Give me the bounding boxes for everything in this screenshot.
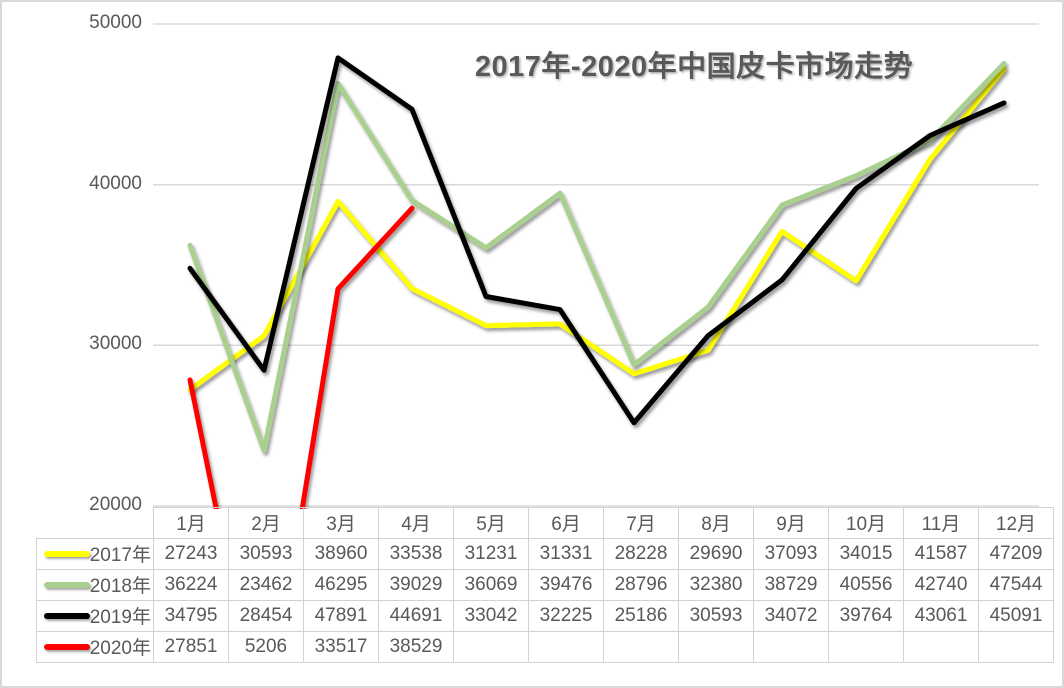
value-cell: 37093: [753, 537, 829, 570]
month-header: 7月: [603, 507, 679, 539]
value-cell: [753, 630, 829, 663]
legend-cell: 2019年: [36, 599, 154, 632]
value-cell: 38729: [753, 568, 829, 601]
y-axis-tick-label: 20000: [89, 494, 142, 515]
month-header: 11月: [903, 507, 979, 539]
series-line-2018年: [187, 61, 1007, 453]
value-cell: 34015: [828, 537, 904, 570]
value-cell: 42740: [903, 568, 979, 601]
month-header: 5月: [453, 507, 529, 539]
value-cell: 34795: [153, 599, 229, 632]
legend-cell: 2020年: [36, 630, 154, 663]
legend-key-icon: [43, 612, 90, 619]
legend-key-icon: [43, 581, 90, 588]
month-header: 3月: [303, 507, 379, 539]
value-cell: 30593: [228, 537, 304, 570]
month-header: 6月: [528, 507, 604, 539]
value-cell: 31231: [453, 537, 529, 570]
data-table: 1月 2月 3月 4月 5月 6月 7月 8月 9月 10月 11月 12月 2017年 27243 305…: [36, 507, 1054, 663]
value-cell: 41587: [903, 537, 979, 570]
value-cell: 46295: [303, 568, 379, 601]
series-line-2017年: [187, 66, 1007, 393]
value-cell: [903, 630, 979, 663]
value-cell: 33517: [303, 630, 379, 663]
chart-title: 2017年-2020年中国皮卡市场走势: [474, 51, 914, 83]
value-cell: 44691: [378, 599, 454, 632]
trend-chart-canvas: [153, 23, 1039, 509]
y-axis-tick-label: 40000: [89, 172, 142, 194]
value-cell: 36069: [453, 568, 529, 601]
value-cell: 5206: [228, 630, 304, 663]
value-cell: [978, 630, 1054, 663]
value-cell: 30593: [678, 599, 754, 632]
value-cell: 38529: [378, 630, 454, 663]
series-name: 2019年: [89, 607, 151, 628]
value-cell: [528, 630, 604, 663]
month-header: 8月: [678, 507, 754, 539]
value-cell: 39476: [528, 568, 604, 601]
value-cell: 27851: [153, 630, 229, 663]
month-header: 12月: [978, 507, 1054, 539]
value-cell: 33042: [453, 599, 529, 632]
value-cell: 43061: [903, 599, 979, 632]
value-cell: 39764: [828, 599, 904, 632]
value-cell: 33538: [378, 537, 454, 570]
series-name: 2020年: [89, 638, 151, 659]
value-cell: [678, 630, 754, 663]
value-cell: 27243: [153, 537, 229, 570]
value-cell: 25186: [603, 599, 679, 632]
chart-plot-area: [187, 55, 1007, 509]
month-header: 1月: [153, 507, 229, 539]
value-cell: 28228: [603, 537, 679, 570]
series-line-2020年: [187, 205, 415, 509]
value-cell: 45091: [978, 599, 1054, 632]
table-row: 2017年 27243 30593 38960 33538 31231 31331 28228…: [36, 537, 1054, 570]
value-cell: 39029: [378, 568, 454, 601]
gridlines: [153, 23, 1039, 507]
month-header: 4月: [378, 507, 454, 539]
value-cell: 38960: [303, 537, 379, 570]
value-cell: 47209: [978, 537, 1054, 570]
legend-key-icon: [43, 643, 90, 650]
value-cell: 31331: [528, 537, 604, 570]
value-cell: [453, 630, 529, 663]
value-cell: 47544: [978, 568, 1054, 601]
value-cell: 29690: [678, 537, 754, 570]
value-cell: [603, 630, 679, 663]
value-cell: [828, 630, 904, 663]
value-cell: 23462: [228, 568, 304, 601]
y-axis-tick-label: 50000: [89, 12, 142, 33]
legend-key-icon: [43, 550, 90, 557]
month-header: 10月: [828, 507, 904, 539]
table-row: 2019年 34795 28454 47891 44691 33042 32225 25186…: [36, 599, 1054, 632]
value-cell: 40556: [828, 568, 904, 601]
series-name: 2018年: [89, 576, 151, 597]
table-header-row: 1月 2月 3月 4月 5月 6月 7月 8月 9月 10月 11月 12月: [37, 507, 1054, 539]
series-name: 2017年: [89, 545, 151, 566]
value-cell: 28796: [603, 568, 679, 601]
value-cell: 36224: [153, 568, 229, 601]
month-header: 9月: [753, 507, 829, 539]
legend-cell: 2018年: [36, 568, 154, 601]
table-corner: [37, 508, 154, 539]
y-axis-tick-label: 30000: [89, 333, 142, 355]
legend-cell: 2017年: [36, 537, 154, 570]
value-cell: 28454: [228, 599, 304, 632]
value-cell: 32225: [528, 599, 604, 632]
table-row: 2018年 36224 23462 46295 39029 36069 39476 28796…: [36, 568, 1054, 601]
table-row: 2020年 27851 5206 33517 38529: [36, 630, 1054, 663]
month-header: 2月: [228, 507, 304, 539]
value-cell: 32380: [678, 568, 754, 601]
value-cell: 34072: [753, 599, 829, 632]
value-cell: 47891: [303, 599, 379, 632]
series-line-2019年: [187, 55, 1007, 426]
